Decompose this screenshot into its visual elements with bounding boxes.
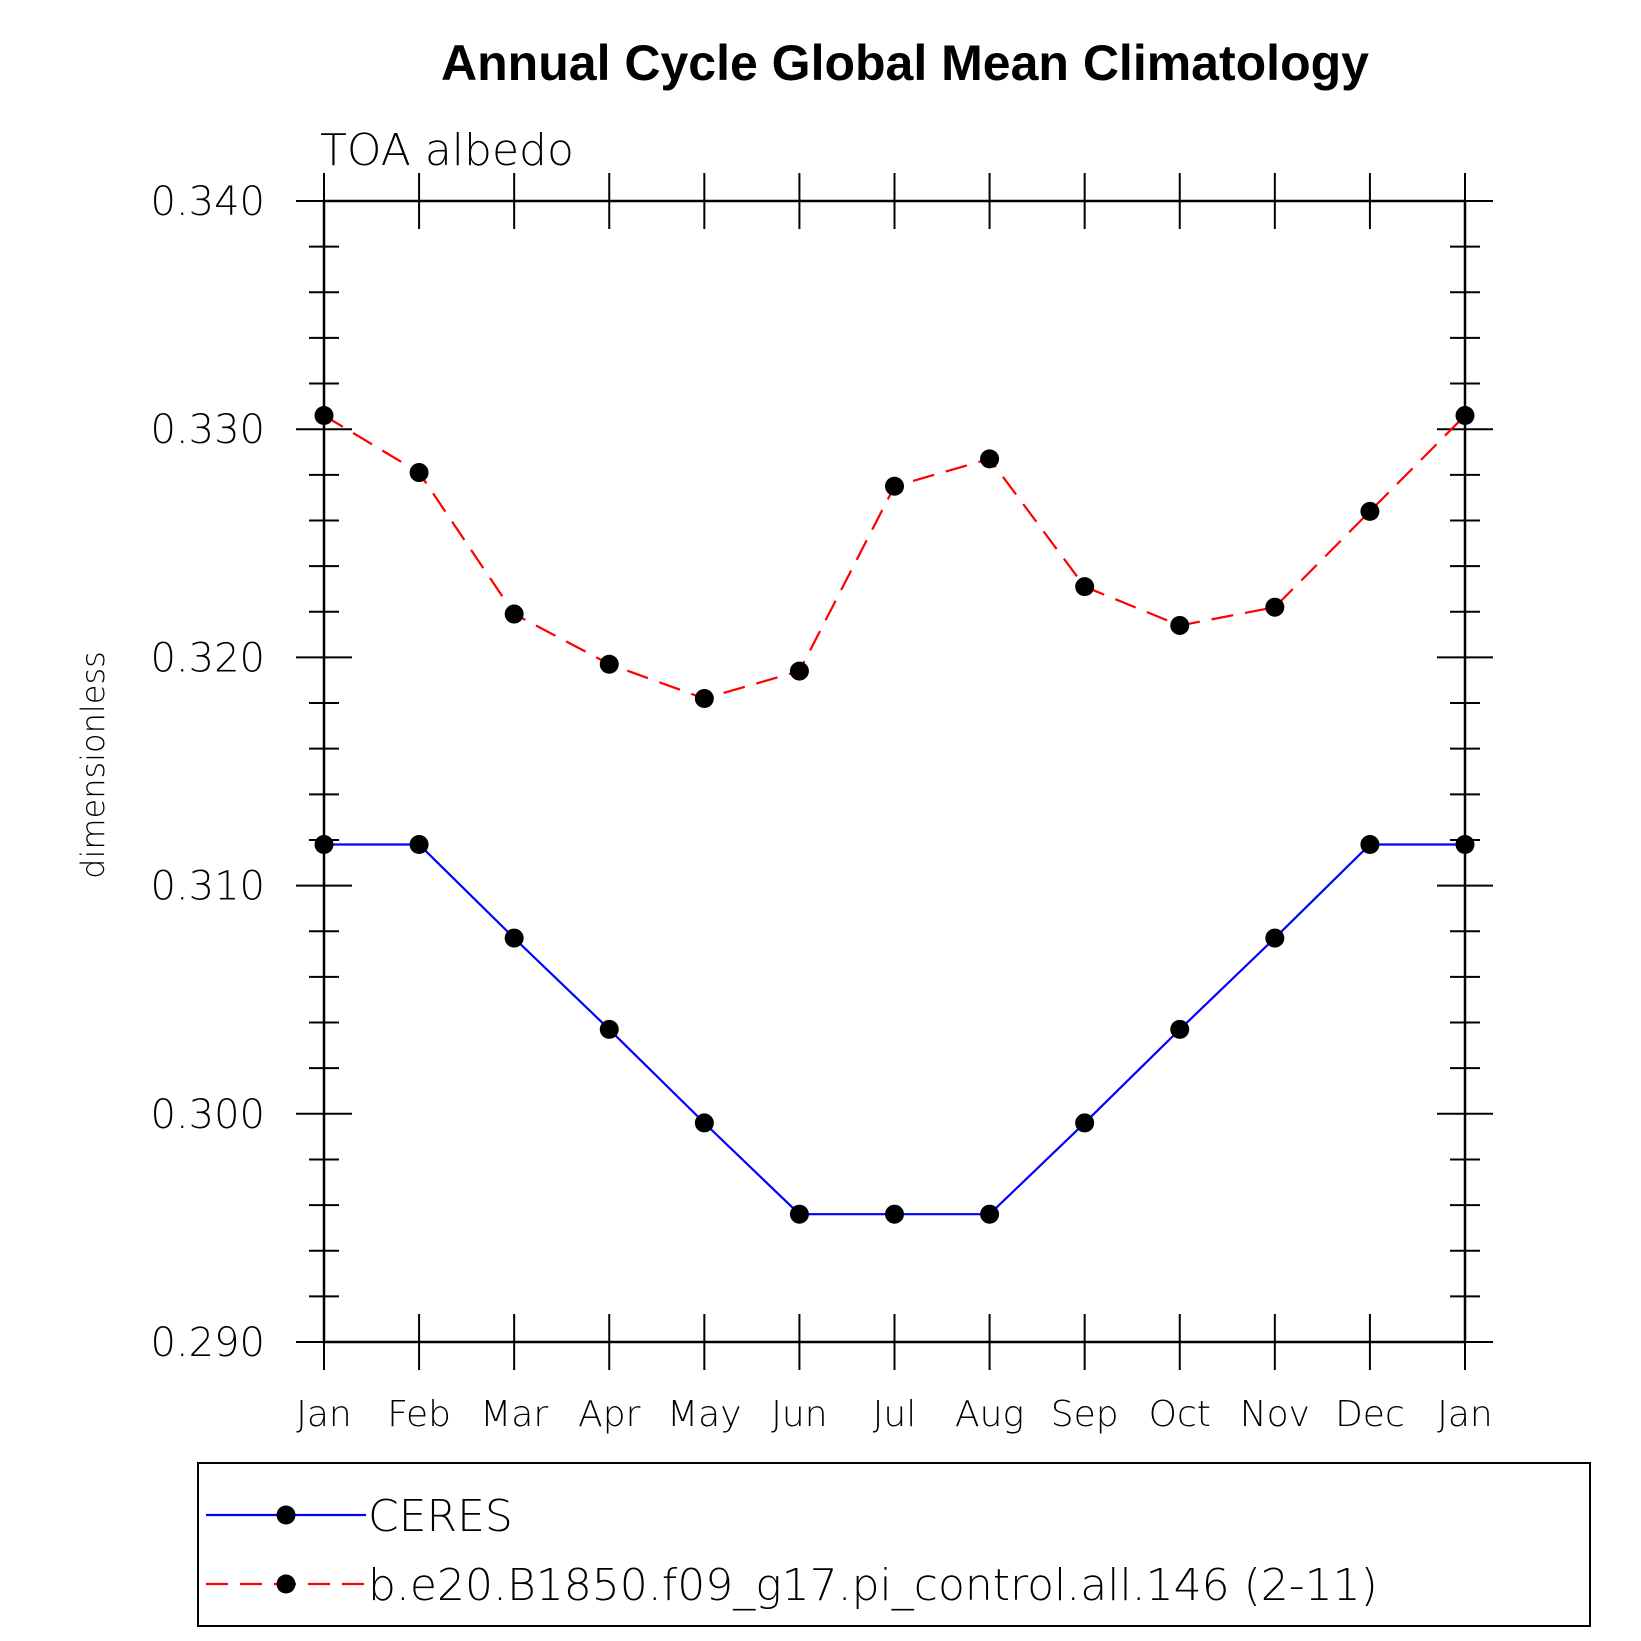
y-tick-label: 0.300: [150, 1092, 265, 1138]
x-tick-label: Oct: [1149, 1394, 1211, 1435]
series-2-point: [504, 604, 524, 624]
series-1-point: [1075, 1113, 1095, 1133]
legend: CERES b.e20.B1850.f09_g17.pi_control.all.…: [206, 1491, 1378, 1611]
series-1-point: [1360, 835, 1380, 855]
legend-marker-1: [276, 1505, 296, 1525]
y-tick-label: 0.340: [150, 179, 265, 225]
x-tick-label: Apr: [578, 1394, 640, 1435]
series-2-point: [980, 449, 1000, 469]
x-tick-label: Jun: [771, 1394, 827, 1435]
series-2-point: [314, 406, 334, 426]
y-tick-label: 0.330: [150, 407, 265, 453]
series-2-point: [409, 463, 429, 483]
x-tick-label: Jan: [296, 1394, 352, 1435]
series-2-point: [694, 688, 714, 708]
series-2-point: [599, 654, 619, 674]
plot-area: 0.290 0.300 0.310 0.320 0.330 0.340 Jan Feb Mar A…: [150, 173, 1493, 1435]
series-1-point: [694, 1113, 714, 1133]
series-2-point: [1075, 577, 1095, 597]
series-2-point: [1170, 615, 1190, 635]
x-tick-label: Dec: [1335, 1394, 1405, 1435]
plot-frame: [322, 199, 1467, 1344]
series-1-point: [980, 1204, 1000, 1224]
y-tick-label: 0.290: [150, 1320, 265, 1366]
x-tick-label: Feb: [387, 1394, 451, 1435]
series-2-point: [885, 476, 904, 496]
series-1-point: [599, 1019, 619, 1039]
series-1-point: [1265, 928, 1285, 948]
series-1-point: [885, 1204, 904, 1224]
series-1-point: [789, 1204, 809, 1224]
x-tick-label: May: [667, 1394, 741, 1435]
x-tick-label: Jan: [1437, 1394, 1493, 1435]
series-2-point: [1265, 597, 1285, 617]
x-tick-label: Sep: [1051, 1394, 1119, 1435]
y-tick-label: 0.310: [150, 864, 265, 910]
series-2-point: [789, 661, 809, 681]
x-tick-label: Mar: [480, 1394, 548, 1435]
x-tick-label: Jul: [873, 1394, 916, 1435]
series-1-point: [504, 928, 524, 948]
legend-box: [197, 1462, 1591, 1627]
x-tick-label: Nov: [1240, 1394, 1310, 1435]
chart-title: Annual Cycle Global Mean Climatology: [441, 35, 1369, 91]
series-1-point: [1455, 835, 1475, 855]
y-tick-label: 0.320: [150, 635, 265, 681]
series-line-2: [323, 414, 1466, 700]
legend-label-2: b.e20.B1850.f09_g17.pi_control.all.146 (…: [368, 1560, 1378, 1611]
legend-label-1: CERES: [368, 1491, 513, 1542]
y-axis-label: dimensionless: [74, 651, 112, 879]
series-1-point: [1170, 1019, 1190, 1039]
chart-subtitle: TOA albedo: [320, 125, 574, 176]
series-2-point: [1455, 406, 1475, 426]
legend-marker-2: [276, 1574, 296, 1594]
x-tick-label: Aug: [955, 1394, 1024, 1435]
series-1-point: [409, 835, 429, 855]
series-line-1: [324, 843, 1465, 1216]
series-2-point: [1360, 501, 1380, 521]
series-1-point: [314, 835, 334, 855]
